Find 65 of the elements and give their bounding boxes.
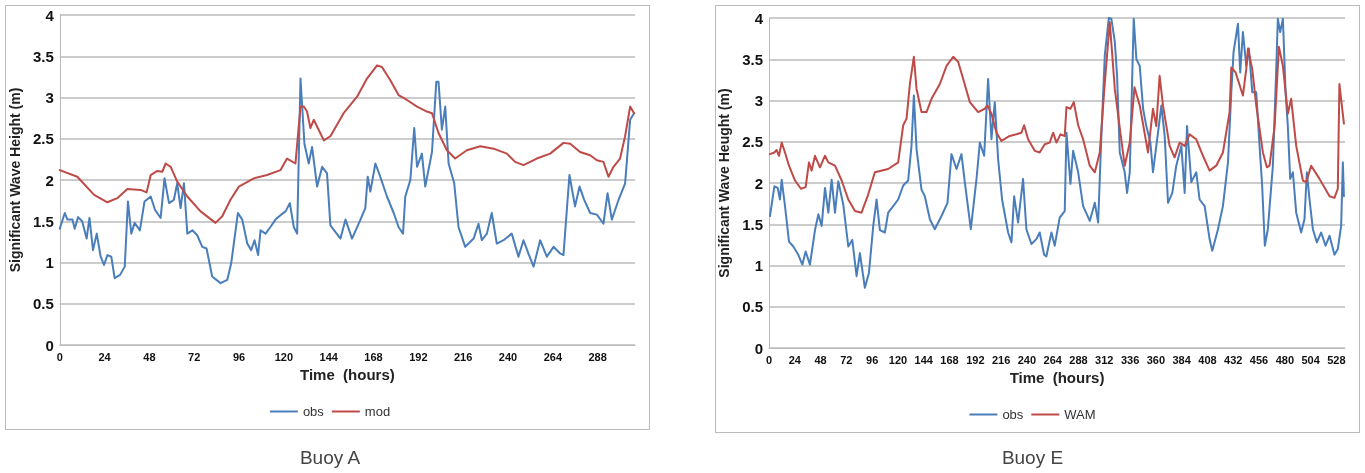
y-tick-label: 3.5	[32, 47, 54, 65]
x-tick-label: 288	[588, 350, 607, 363]
y-axis-title: Significant Wave Heught (m)	[716, 88, 733, 278]
x-tick-label: 48	[814, 353, 827, 366]
y-tick-label: 2.5	[32, 130, 54, 148]
y-tick-label: 3	[45, 89, 54, 106]
y-tick-label: 1	[45, 254, 54, 271]
x-tick-label: 216	[453, 350, 473, 363]
x-tick-label: 72	[188, 350, 201, 363]
y-tick-label: 0.5	[742, 298, 763, 316]
x-tick-label: 360	[1146, 353, 1166, 366]
x-tick-label: 24	[98, 350, 112, 363]
x-tick-label: 528	[1327, 353, 1346, 366]
x-tick-label: 264	[1043, 353, 1063, 366]
x-tick-label: 504	[1301, 353, 1321, 366]
y-axis-title: Significant Wave Height (m)	[7, 87, 23, 273]
y-tick-label: 2.5	[742, 133, 763, 151]
legend-label: obs	[1002, 407, 1024, 422]
y-tick-label: 1.5	[32, 212, 54, 230]
y-tick-label: 3.5	[742, 50, 763, 68]
text: Buoy A	[299, 447, 361, 468]
x-tick-label: 456	[1249, 353, 1269, 366]
legend-label: mod	[364, 404, 391, 419]
x-tick-label: 120	[274, 350, 294, 363]
x-tick-label: 120	[888, 353, 908, 366]
y-tick-label: 3	[754, 92, 763, 109]
x-tick-label: 96	[866, 353, 879, 366]
legend-label: obs	[302, 404, 325, 419]
y-tick-label: 1.5	[742, 215, 763, 233]
y-tick-label: 1	[754, 257, 763, 274]
x-tick-label: 336	[1120, 353, 1140, 366]
x-tick-label: 264	[543, 350, 563, 363]
x-tick-label: 192	[409, 350, 428, 363]
y-tick-label: 4	[45, 6, 55, 24]
x-axis-title: Time (hours)	[1009, 369, 1105, 386]
x-tick-label: 0	[765, 353, 773, 366]
line-series	[58, 64, 636, 224]
x-tick-label: 480	[1275, 353, 1294, 366]
y-tick-label: 4	[754, 9, 764, 27]
x-tick-label: 168	[364, 350, 383, 363]
x-tick-label: 48	[143, 350, 156, 363]
x-tick-label: 0	[56, 350, 63, 363]
x-tick-label: 192	[966, 353, 985, 366]
text: Buoy E	[1001, 447, 1064, 468]
x-axis-title: Time (hours)	[300, 366, 395, 383]
x-tick-label: 72	[840, 353, 853, 366]
x-tick-label: 96	[232, 350, 246, 363]
x-tick-label: 168	[940, 353, 959, 366]
x-tick-label: 240	[1017, 353, 1037, 366]
x-tick-label: 144	[319, 350, 339, 363]
y-tick-label: 0.5	[32, 295, 54, 313]
x-tick-label: 384	[1172, 353, 1192, 366]
line-series	[768, 21, 1345, 214]
x-tick-label: 240	[498, 350, 518, 363]
legend-label: WAM	[1064, 407, 1096, 422]
x-tick-label: 216	[991, 353, 1011, 366]
line-series	[58, 77, 636, 285]
x-tick-label: 288	[1069, 353, 1088, 366]
x-tick-label: 144	[914, 353, 934, 366]
x-tick-label: 312	[1095, 353, 1114, 366]
x-tick-label: 432	[1224, 353, 1243, 366]
y-tick-label: 2	[754, 174, 763, 192]
x-tick-label: 408	[1198, 353, 1217, 366]
y-tick-label: 2	[45, 171, 54, 189]
x-tick-label: 24	[788, 353, 802, 366]
